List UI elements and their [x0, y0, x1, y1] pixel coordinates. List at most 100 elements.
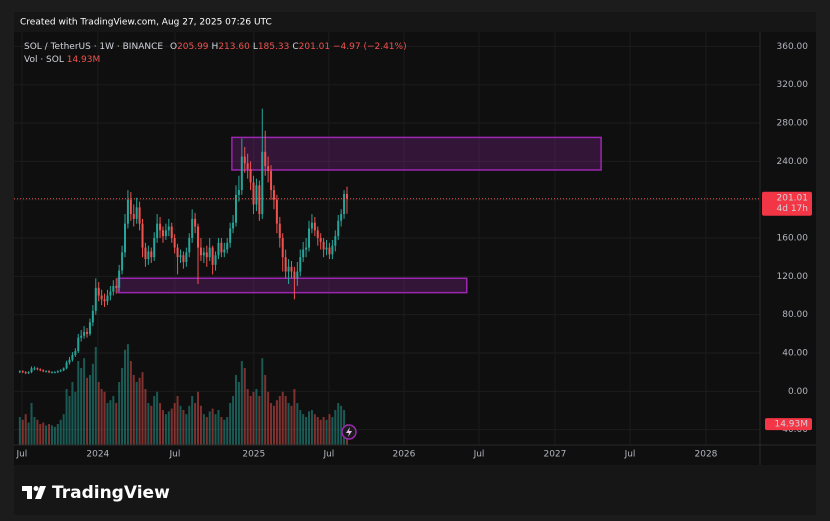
ohlc-key: O: [170, 42, 177, 52]
candle-body: [188, 238, 191, 253]
volume-bar: [123, 349, 126, 445]
y-tick-label: 280.00: [777, 119, 809, 129]
candle-body: [100, 295, 103, 300]
candle-body: [302, 249, 305, 258]
volume-bar: [56, 424, 59, 445]
candle-body: [39, 369, 42, 371]
volume-bar: [138, 377, 141, 445]
volume-bar: [65, 389, 68, 445]
volume-bar: [296, 403, 299, 445]
ohlc: O205.99 H213.60 L185.33 C201.01: [170, 42, 330, 52]
volume-bar: [229, 403, 232, 445]
volume-bar: [24, 414, 27, 445]
volume-bar: [185, 414, 188, 445]
volume-bar: [106, 403, 109, 445]
volume-bar: [156, 391, 159, 445]
volume-bar: [319, 419, 322, 445]
volume-bar: [237, 382, 240, 445]
candle-body: [33, 368, 36, 370]
candle-body: [150, 251, 153, 258]
candle-body: [337, 220, 340, 237]
zone: [231, 136, 602, 171]
candle-body: [153, 238, 156, 258]
volume-bar: [109, 400, 112, 445]
volume-bar: [53, 426, 56, 445]
x-tick-label: Jul: [15, 450, 27, 460]
candle-body: [50, 372, 53, 374]
candle-body: [86, 331, 89, 334]
candle-body: [328, 247, 331, 255]
volume-bar: [240, 361, 243, 445]
candle-body: [197, 226, 200, 248]
volume-bar: [261, 358, 264, 445]
candle-body: [194, 218, 197, 227]
candle-body: [24, 372, 27, 374]
volume-bar: [194, 403, 197, 445]
volume-bar: [325, 419, 328, 445]
volume-bar: [80, 368, 83, 445]
symbol: SOL / TetherUS · 1W · BINANCE: [24, 42, 163, 52]
candle-body: [182, 255, 185, 262]
ohlc-value: 185.33: [258, 42, 290, 52]
volume-bar: [18, 417, 21, 445]
volume-bar: [252, 391, 255, 445]
candle-body: [345, 193, 348, 199]
volume-bar: [205, 417, 208, 445]
volume-bar: [270, 403, 273, 445]
volume-bar: [234, 375, 237, 445]
volume-bar: [48, 424, 51, 445]
candle-body: [211, 247, 214, 265]
volume-bar: [121, 368, 124, 445]
volume-bar: [322, 417, 325, 445]
volume-bar: [255, 389, 258, 445]
candle-body: [316, 230, 319, 239]
candle-body: [284, 257, 287, 272]
candle-body: [217, 242, 220, 256]
ohlc-value: 201.01: [299, 42, 331, 52]
ohlc-key: L: [253, 42, 258, 52]
volume-bar: [39, 424, 42, 445]
volume-bar: [71, 382, 74, 445]
ohlc-key: H: [212, 42, 219, 52]
created-note: Created with TradingView.com, Aug 27, 20…: [20, 18, 272, 28]
candle-body: [310, 222, 313, 229]
y-tick-label: 40.00: [782, 349, 808, 359]
last-price-label: 201.01: [777, 194, 809, 204]
candle-body: [103, 299, 106, 302]
candle-body: [237, 190, 240, 195]
candle-body: [308, 228, 311, 248]
y-tick-label: −40.00: [775, 425, 809, 435]
candle-body: [272, 190, 275, 200]
volume-bar: [199, 405, 202, 445]
candle-body: [121, 252, 124, 271]
logo-seven: [22, 486, 32, 499]
x-tick-label: 2028: [695, 450, 718, 460]
volume-bar: [313, 414, 316, 445]
candle-body: [264, 151, 267, 167]
volume-bar: [144, 389, 147, 445]
volume-bar: [36, 419, 39, 445]
volume-bar: [68, 396, 71, 445]
candle-body: [42, 370, 45, 372]
volume-bar: [305, 417, 308, 445]
candle-body: [80, 335, 83, 338]
volume-bar: [281, 391, 284, 445]
candle-body: [132, 214, 135, 219]
logo-slash: [35, 486, 46, 499]
volume-label-box: [765, 418, 812, 431]
candle-body: [246, 163, 249, 170]
volume-bar: [243, 368, 246, 445]
candle-body: [173, 238, 176, 248]
candle-body: [167, 226, 170, 231]
volume-bar: [118, 382, 121, 445]
volume-bar: [132, 375, 135, 445]
candle-body: [118, 270, 121, 288]
candle-body: [299, 257, 302, 272]
x-tick-label: 2026: [392, 450, 415, 460]
ohlc-value: 205.99: [177, 42, 209, 52]
volume-bar: [42, 422, 45, 445]
candle-body: [223, 249, 226, 253]
volume-bar: [267, 391, 270, 445]
candle-body: [161, 230, 164, 237]
y-tick-label: 0.00: [788, 387, 808, 397]
